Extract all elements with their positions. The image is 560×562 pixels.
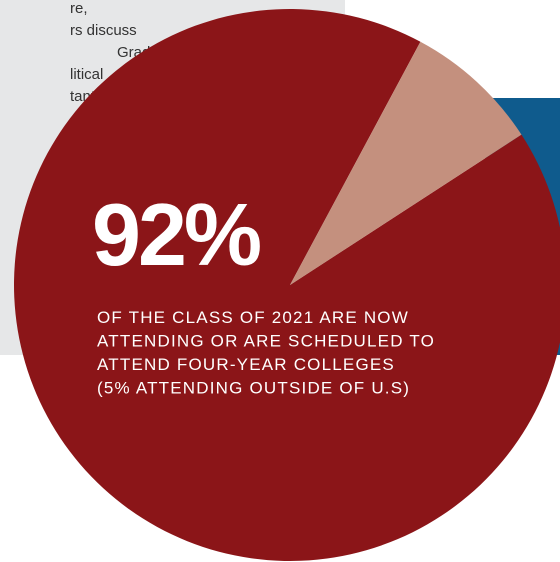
pie-slice <box>14 9 560 561</box>
value-label: 92% <box>92 185 260 284</box>
annotation-line: ATTENDING OR ARE SCHEDULED TO <box>97 332 435 351</box>
annotation-line: OF THE CLASS OF 2021 ARE NOW <box>97 308 409 327</box>
sidebar-line: litical <box>70 66 103 83</box>
sidebar-line: re, <box>70 0 88 17</box>
pie-slice <box>290 41 522 285</box>
annotation-line: ATTEND FOUR-YEAR COLLEGES <box>97 355 395 374</box>
pie <box>14 9 560 561</box>
annotation-line: (5% ATTENDING OUTSIDE OF U.S) <box>97 379 410 398</box>
pie-labels: 92% OF THE CLASS OF 2021 ARE NOW ATTENDING… <box>92 185 435 398</box>
sidebar-line: rs discuss <box>70 22 137 39</box>
